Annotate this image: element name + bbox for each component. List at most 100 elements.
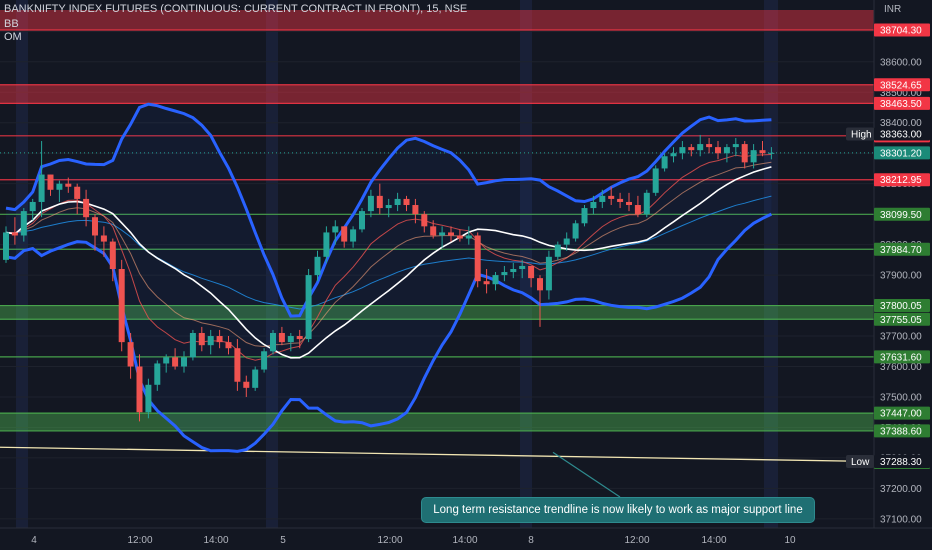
candle-body [608,195,615,199]
candle [652,165,659,196]
candle [207,329,214,355]
candle [314,250,321,282]
candle [474,232,481,288]
price-level-tag-bg [874,350,930,364]
candle [439,226,446,248]
price-level-tag-label: 38704.30 [880,26,922,37]
price-level-tag: 38212.95 [874,173,930,187]
low-marker-value: 37288.30 [880,457,922,468]
candle [341,226,348,248]
price-level-tag: 37984.70 [874,242,930,256]
candle-body [679,147,686,154]
price-level-tag: 38704.30 [874,23,930,37]
candle-body [261,351,268,370]
high-marker-value-bg [874,127,930,141]
time-axis-tick: 12:00 [624,535,649,546]
indicator-om-label[interactable]: OM [4,31,22,43]
time-axis-bg [0,528,932,550]
candle-body [65,183,72,187]
candle [581,205,588,227]
price-level-tag-bg [874,207,930,221]
candle [456,229,463,242]
candle-body [47,174,54,190]
candle [136,354,143,422]
price-axis-tick: 37700.00 [880,332,922,343]
candle-body [510,269,517,273]
candle [661,153,668,172]
candle-body [100,235,107,242]
price-axis-tick: 37200.00 [880,484,922,495]
candle [29,198,36,221]
price-axis-tick: 38500.00 [880,88,922,99]
session-shade [764,0,778,528]
ema-slow-line [5,195,772,310]
candle [697,134,704,157]
candle-body [626,201,632,206]
candle [501,265,508,282]
candle-body [385,205,392,209]
candle-body [278,332,285,343]
candle-body [554,244,561,257]
candle-body [172,357,179,367]
bollinger-band-fill [6,104,772,452]
candle-body [412,205,419,215]
candle-body [154,363,161,385]
low-marker-label: Low [851,457,870,468]
candle-body [759,150,766,154]
price-level-tag: 37755.05 [874,312,930,326]
candle [198,326,205,352]
indicator-bb-label[interactable]: BB [4,18,19,30]
high-marker-label: High [851,130,872,141]
candle-body [590,201,597,209]
candle [519,259,526,279]
candle-body [599,195,606,202]
session-shade [520,0,532,528]
candle-body [314,256,321,276]
candle [47,174,54,196]
session-shade [16,0,28,528]
candle [83,189,90,227]
candle [118,259,125,352]
candle-body [723,147,730,154]
price-axis-tick: 37900.00 [880,271,922,282]
price-level-tag: 38099.50 [874,207,930,221]
candle-body [768,152,775,154]
candle [127,332,134,379]
candle-body [706,144,713,148]
candle [216,329,223,349]
candle [252,366,259,391]
candle [412,198,419,224]
candle [163,354,170,373]
price-axis-tick: 37600.00 [880,362,922,373]
candle-body [20,211,27,236]
candle-body [270,332,276,352]
support-trendline [0,446,932,464]
ema-mid-line [5,161,772,348]
candle-body [634,205,641,215]
candle-body [198,332,205,346]
candle [270,329,276,355]
candle [554,241,561,260]
candle [109,238,116,282]
candle-body [11,232,18,236]
candle-body [181,357,187,367]
candle [741,141,748,169]
candle [154,360,161,391]
last-price-marker-value-bg [874,146,930,160]
high-marker-label-bg [846,127,874,141]
candle-body [287,336,294,343]
price-level-tag-bg [874,406,930,420]
price-axis-tick: 38600.00 [880,57,922,68]
candle [323,226,330,263]
candle-body [341,226,348,242]
candle-body [661,156,668,169]
price-level-tag-label: 38463.50 [880,99,922,110]
candle-body [519,265,526,269]
candle-body [697,144,704,151]
session-shade [266,0,278,528]
price-zone-resistance [0,84,874,104]
candle [537,275,543,327]
price-level-tag-label: 38099.50 [880,210,922,221]
candle [92,214,98,251]
